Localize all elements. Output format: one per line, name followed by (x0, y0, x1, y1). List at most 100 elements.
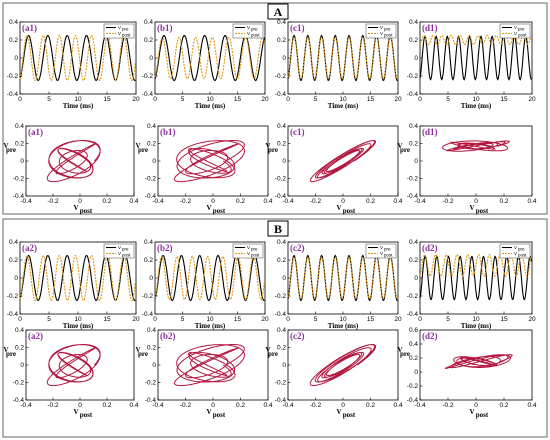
x-tick-label: 10 (339, 316, 347, 323)
x-tick-label: 0 (286, 316, 290, 323)
x-tick-label: 15 (367, 96, 375, 103)
panel-label: (c2) (290, 243, 305, 253)
legend-subscript: post (251, 33, 260, 38)
x-axis-label: Time (ms) (195, 322, 226, 330)
x-tick-label: 20 (261, 96, 269, 103)
phase-trajectory (444, 354, 513, 369)
x-axis-label: V (469, 204, 474, 212)
section-b-frame (2, 218, 548, 438)
x-tick-label: 10 (74, 316, 82, 323)
y-tick-label: -0.2 (145, 380, 157, 387)
x-tick-label: -0.2 (310, 402, 322, 409)
x-axis-label: V (469, 408, 474, 416)
legend-subscript: post (518, 33, 527, 38)
x-tick-label: 0 (474, 198, 478, 205)
y-axis-label: V (265, 346, 270, 354)
y-tick-label: 0.2 (277, 345, 286, 352)
x-axis-subscript: post (80, 411, 93, 419)
y-tick-label: -0.4 (275, 397, 287, 404)
y-tick-label: -0.2 (275, 176, 287, 183)
chart-a2-time: 0 5 10 15 20 0.4 0.2 0 -0.2 -0.4 (a2) Time (ms) V pre… (7, 239, 140, 330)
y-axis-subscript: pre (400, 350, 410, 358)
y-tick-label: 0.2 (15, 345, 24, 352)
x-axis-label: Time (ms) (195, 102, 226, 110)
legend-label: V (514, 245, 517, 250)
x-tick-label: 5 (47, 316, 51, 323)
series-vpost (287, 256, 398, 300)
y-tick-label: 0.4 (147, 327, 156, 334)
y-tick-label: 0.4 (277, 239, 286, 246)
y-tick-label: 0 (282, 275, 286, 282)
x-tick-label: 0 (418, 96, 422, 103)
x-tick-label: 10 (339, 96, 347, 103)
y-tick-label: -0.2 (7, 293, 19, 300)
y-tick-label: -0.4 (13, 193, 25, 200)
section-b-tag: B (274, 222, 282, 236)
y-tick-label: 0.2 (409, 141, 418, 148)
x-tick-label: 15 (234, 96, 242, 103)
y-axis-subscript: pre (6, 146, 16, 154)
y-tick-label: -0.4 (275, 91, 287, 98)
legend-label: V (514, 31, 517, 36)
x-tick-label: -0.4 (152, 198, 164, 205)
y-tick-label: 0 (414, 369, 418, 376)
y-tick-label: -0.2 (407, 73, 419, 80)
panel-label: (d2) (422, 331, 438, 341)
x-tick-label: 0.4 (527, 198, 536, 205)
panel-label: (c1) (290, 127, 305, 137)
y-tick-label: -0.4 (275, 193, 287, 200)
y-tick-label: -0.2 (142, 293, 154, 300)
y-tick-label: -0.4 (407, 91, 419, 98)
x-tick-label: 0.4 (129, 402, 138, 409)
y-tick-label: 0.4 (15, 123, 24, 130)
x-tick-label: 0.2 (102, 198, 111, 205)
panel-label: (b1) (157, 23, 173, 33)
legend-subscript: post (251, 253, 260, 258)
y-tick-label: -0.4 (145, 397, 157, 404)
section-a-tag: A (274, 5, 283, 19)
series-vpost (287, 36, 398, 80)
x-tick-label: -0.4 (152, 402, 164, 409)
x-tick-label: -0.2 (180, 402, 192, 409)
x-axis-label: V (73, 408, 78, 416)
legend-subscript: post (122, 33, 131, 38)
x-tick-label: -0.4 (282, 198, 294, 205)
y-tick-label: 0 (14, 55, 18, 62)
y-tick-label: -0.4 (407, 311, 419, 318)
y-tick-label: 0.2 (409, 257, 418, 264)
x-tick-label: 20 (261, 316, 269, 323)
x-tick-label: 0 (18, 96, 22, 103)
legend-label: V (380, 25, 383, 30)
phase-trajectory (46, 344, 101, 387)
phase-trajectory (173, 140, 246, 183)
y-tick-label: -0.2 (275, 380, 287, 387)
x-axis-label: V (206, 204, 211, 212)
chart-d2-time: 0 5 10 15 20 0.4 0.2 0 -0.2 -0.4 (d2) Time (ms) V pre… (407, 239, 536, 330)
chart-b2-phase: -0.4 -0.2 0 0.2 0.40.40.20-0.2-0.4(b2)V postV… (135, 327, 272, 419)
y-axis-label: V (3, 142, 8, 150)
y-tick-label: 0.4 (9, 19, 18, 26)
x-tick-label: 10 (472, 316, 480, 323)
panel-label: (a1) (22, 23, 37, 33)
plot-area (287, 329, 399, 401)
x-tick-label: 15 (500, 96, 508, 103)
y-axis-subscript: pre (6, 350, 16, 358)
y-tick-label: 0.4 (409, 341, 418, 348)
y-axis-label: V (397, 142, 402, 150)
y-tick-label: 0.4 (147, 123, 156, 130)
legend-label: V (380, 245, 383, 250)
chart-d2-phase: -0.4 -0.2 0 0.2 0.4 0.6 0.4 0.2 0 -0.2 -0.4 (d2) V po… (397, 327, 536, 419)
panel-label: (b2) (160, 331, 176, 341)
y-tick-label: 0.4 (277, 19, 286, 26)
x-tick-label: -0.2 (442, 402, 454, 409)
x-axis-label: Time (ms) (461, 102, 492, 110)
phase-trajectory (309, 344, 377, 387)
series-vpost (19, 254, 136, 302)
y-tick-label: 0.6 (409, 327, 418, 334)
legend-label: V (380, 31, 383, 36)
y-tick-label: 0 (149, 275, 153, 282)
phase-trajectory (309, 140, 376, 183)
y-axis-label: V (265, 142, 270, 150)
plot-area (25, 329, 135, 401)
series-vpost (154, 255, 266, 301)
